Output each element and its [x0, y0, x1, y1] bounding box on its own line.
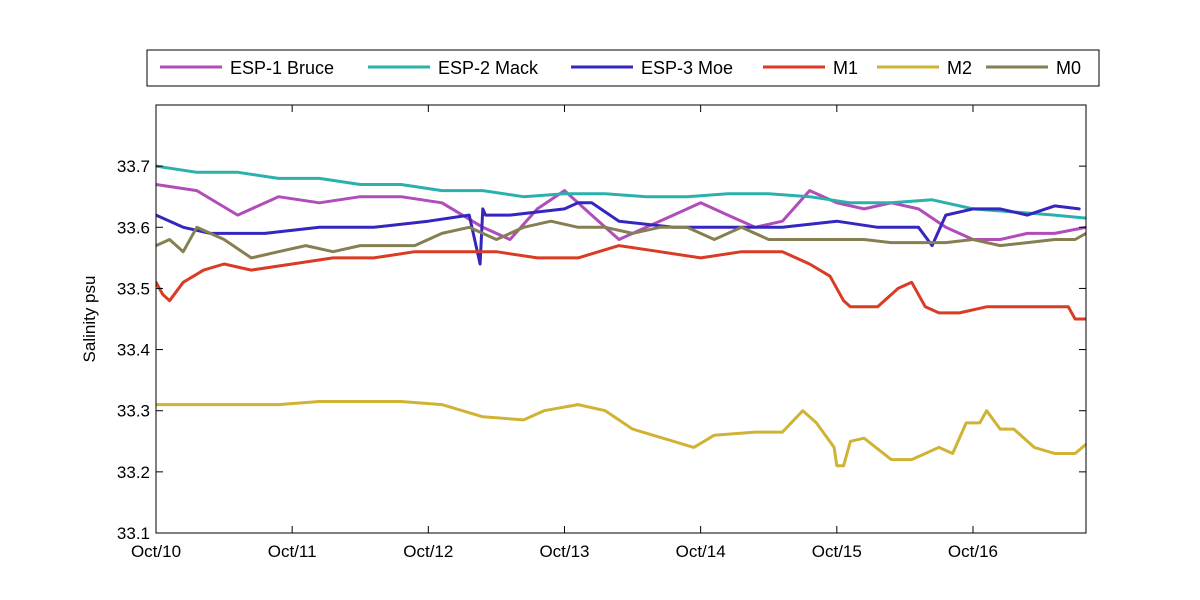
- legend-label: M0: [1056, 58, 1081, 78]
- y-tick-label: 33.3: [117, 402, 150, 421]
- x-tick-label: Oct/14: [676, 542, 726, 561]
- legend-label: ESP-3 Moe: [641, 58, 733, 78]
- x-tick-label: Oct/12: [403, 542, 453, 561]
- x-axis: Oct/10 Oct/11 Oct/12 Oct/13 Oct/14 Oct/15 Oct/…: [131, 105, 998, 561]
- x-tick-label: Oct/11: [268, 542, 317, 561]
- x-tick-label: Oct/15: [812, 542, 862, 561]
- series-line-m1: [156, 244, 1086, 321]
- x-tick-label: Oct/10: [131, 542, 181, 561]
- y-tick-label: 33.2: [117, 463, 150, 482]
- x-tick-label: Oct/16: [948, 542, 998, 561]
- y-tick-label: 33.7: [117, 157, 150, 176]
- y-tick-label: 33.6: [117, 218, 150, 237]
- series-line-esp-2-mack: [156, 164, 1086, 220]
- y-axis: 33.1 33.2 33.3 33.4 33.5 33.6 33.7: [117, 157, 1086, 543]
- legend-item: ESP-1 Bruce: [160, 58, 334, 78]
- legend-item: M1: [763, 58, 858, 78]
- series-line-esp-3-moe: [156, 201, 1081, 266]
- y-tick-label: 33.5: [117, 279, 150, 298]
- x-tick-label: Oct/13: [539, 542, 589, 561]
- series-line-m0: [156, 219, 1086, 260]
- legend-label: M2: [947, 58, 972, 78]
- legend-label: M1: [833, 58, 858, 78]
- legend-item: M2: [877, 58, 972, 78]
- legend: ESP-1 Bruce ESP-2 Mack ESP-3 Moe M1 M2 M0: [146, 49, 1100, 87]
- y-axis-label: Salinity psu: [80, 276, 99, 363]
- plot-frame: [155, 104, 1087, 534]
- series-line-esp-1-bruce: [156, 183, 1086, 241]
- series-line-m2: [156, 400, 1086, 468]
- y-tick-label: 33.4: [117, 341, 150, 360]
- legend-item: M0: [986, 58, 1081, 78]
- legend-item: ESP-2 Mack: [368, 58, 539, 78]
- series-layer: [156, 164, 1086, 468]
- legend-label: ESP-1 Bruce: [230, 58, 334, 78]
- legend-item: ESP-3 Moe: [571, 58, 733, 78]
- legend-label: ESP-2 Mack: [438, 58, 539, 78]
- y-tick-label: 33.1: [117, 524, 150, 543]
